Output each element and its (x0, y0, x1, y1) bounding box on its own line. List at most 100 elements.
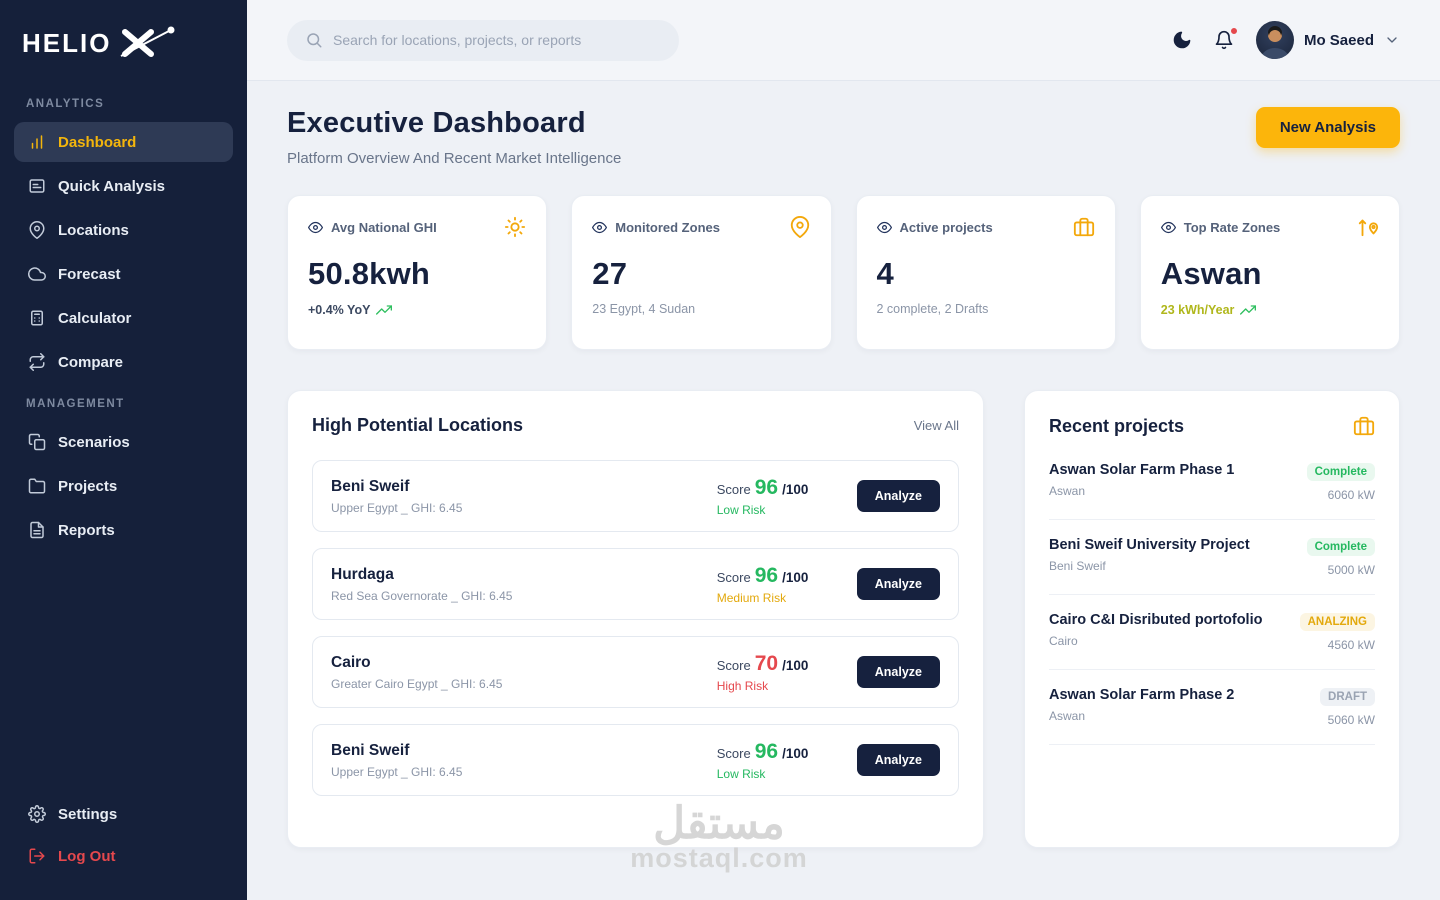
analysis-card-icon (29, 179, 45, 193)
analyze-button[interactable]: Analyze (856, 744, 940, 776)
app-logo: HELIO (14, 18, 233, 84)
sidebar-item-label: Compare (58, 353, 124, 371)
lower-grid: High Potential Locations View All Beni S… (287, 390, 1400, 848)
chevron-down-icon (1387, 37, 1397, 43)
section-label-management: MANAGEMENT (26, 398, 125, 410)
sidebar-item-label: Quick Analysis (58, 177, 165, 195)
location-meta: Upper Egypt _ GHI: 6.45 (331, 500, 463, 515)
status-badge: Complete (1306, 463, 1375, 481)
project-capacity: 6060 kW (1327, 488, 1375, 502)
high-potential-locations-panel: High Potential Locations View All Beni S… (287, 390, 984, 848)
view-all-link[interactable]: View All (913, 418, 959, 433)
sidebar-item-label: Forecast (58, 265, 121, 283)
project-location: Cairo (1049, 634, 1078, 648)
risk-label: Low Risk (716, 766, 766, 781)
score-label: Score (716, 657, 751, 673)
sidebar-item-dashboard[interactable]: Dashboard (14, 122, 233, 162)
risk-label: Low Risk (716, 502, 766, 517)
sidebar-item-forecast[interactable]: Forecast (14, 254, 233, 294)
page-header: Executive Dashboard Platform Overview An… (287, 107, 1400, 167)
stat-card-active-projects: Active projects 4 2 complete, 2 Drafts (855, 195, 1116, 350)
location-name: Beni Sweif (331, 477, 410, 495)
stat-card-avg-ghi: Avg National GHI 50.8kwh +0.4% YoY (287, 195, 548, 350)
stat-sub: 2 complete, 2 Drafts (877, 302, 1095, 316)
location-score: Score 70 /100 High Risk (717, 652, 837, 693)
stat-sub-text: 2 complete, 2 Drafts (876, 302, 989, 316)
sidebar-item-label: Log Out (58, 847, 116, 865)
location-list: Beni Sweif Upper Egypt _ GHI: 6.45 Score… (312, 460, 959, 796)
score-max: /100 (782, 745, 809, 761)
dark-mode-toggle[interactable] (1172, 30, 1192, 50)
location-row: Cairo Greater Cairo Egypt _ GHI: 6.45 Sc… (312, 636, 959, 708)
location-meta: Greater Cairo Egypt _ GHI: 6.45 (331, 676, 503, 691)
map-pin-icon (29, 221, 45, 239)
search-box[interactable] (287, 19, 679, 61)
project-name: Aswan Solar Farm Phase 1 (1049, 462, 1235, 478)
topbar: Mo Saeed (247, 0, 1440, 81)
map-pin-icon (790, 216, 809, 238)
stat-sub: 23 Egypt, 4 Sudan (592, 302, 810, 316)
project-row[interactable]: Aswan Solar Farm Phase 2 Aswan DRAFT 506… (1049, 670, 1375, 745)
bell-icon (1215, 30, 1233, 50)
stat-label: Active projects (899, 219, 993, 235)
sidebar-item-locations[interactable]: Locations (14, 210, 233, 250)
project-location: Beni Sweif (1049, 559, 1106, 573)
score-max: /100 (782, 569, 809, 585)
folder-icon (28, 478, 46, 494)
main-content: Executive Dashboard Platform Overview An… (247, 81, 1440, 900)
panel-title: Recent projects (1049, 415, 1185, 436)
analyze-button[interactable]: Analyze (856, 480, 940, 512)
sidebar-item-label: Scenarios (58, 433, 130, 451)
sidebar-item-label: Settings (58, 805, 118, 823)
trend-up-icon (1240, 305, 1257, 315)
project-row[interactable]: Aswan Solar Farm Phase 1 Aswan Complete … (1049, 445, 1375, 520)
cloud-icon (28, 267, 46, 281)
sidebar-item-label: Projects (58, 477, 118, 495)
sidebar-item-calculator[interactable]: Calculator (14, 298, 233, 338)
sidebar-item-compare[interactable]: Compare (14, 342, 233, 382)
pin-up-icon (1358, 219, 1379, 237)
stat-sub: +0.4% YoY (308, 302, 526, 318)
score-max: /100 (782, 481, 809, 497)
document-icon (30, 521, 44, 539)
location-name: Cairo (331, 653, 371, 671)
page-title: Executive Dashboard (287, 107, 586, 139)
notification-badge (1229, 27, 1238, 35)
stat-sub: 23 kWh/Year (1161, 302, 1379, 318)
stat-card-top-rate-zones: Top Rate Zones Aswan 23 kWh/Year (1139, 195, 1400, 350)
sidebar-item-scenarios[interactable]: Scenarios (14, 422, 233, 462)
stat-sub-text: 23 Egypt, 4 Sudan (592, 302, 696, 316)
briefcase-icon (1353, 416, 1375, 436)
eye-icon (592, 221, 608, 233)
project-row[interactable]: Beni Sweif University Project Beni Sweif… (1049, 520, 1375, 595)
project-row[interactable]: Cairo C&I Disributed portofolio Cairo AN… (1049, 595, 1375, 670)
briefcase-icon (1073, 217, 1094, 237)
sidebar-item-label: Calculator (58, 309, 132, 327)
logo-text: HELIO (22, 27, 112, 58)
sidebar-item-label: Reports (58, 521, 115, 539)
sidebar-item-projects[interactable]: Projects (14, 466, 233, 506)
calculator-icon (31, 310, 43, 326)
score-value: 96 (754, 563, 779, 587)
project-capacity: 5000 kW (1327, 563, 1375, 577)
analyze-button[interactable]: Analyze (856, 568, 940, 600)
sidebar-item-reports[interactable]: Reports (14, 510, 233, 550)
search-input[interactable] (333, 32, 661, 48)
new-analysis-button[interactable]: New Analysis (1255, 107, 1400, 148)
project-location: Aswan (1049, 709, 1086, 723)
analyze-button[interactable]: Analyze (856, 656, 940, 688)
panel-title: High Potential Locations (312, 415, 524, 435)
risk-label: High Risk (716, 678, 769, 693)
score-value: 96 (754, 739, 779, 763)
notifications-button[interactable] (1214, 27, 1238, 50)
user-menu[interactable]: Mo Saeed (1255, 21, 1400, 59)
project-location: Aswan (1049, 484, 1086, 498)
search-icon (307, 33, 322, 48)
sidebar-item-quick-analysis[interactable]: Quick Analysis (14, 166, 233, 206)
stat-value: 4 (876, 256, 894, 291)
recent-projects-panel: Recent projects Aswan Solar Farm Phase 1… (1024, 390, 1400, 848)
sidebar-item-settings[interactable]: Settings (14, 794, 233, 834)
stat-value: 50.8kwh (308, 256, 431, 291)
logout-icon (29, 848, 45, 864)
sidebar-item-logout[interactable]: Log Out (14, 836, 233, 876)
